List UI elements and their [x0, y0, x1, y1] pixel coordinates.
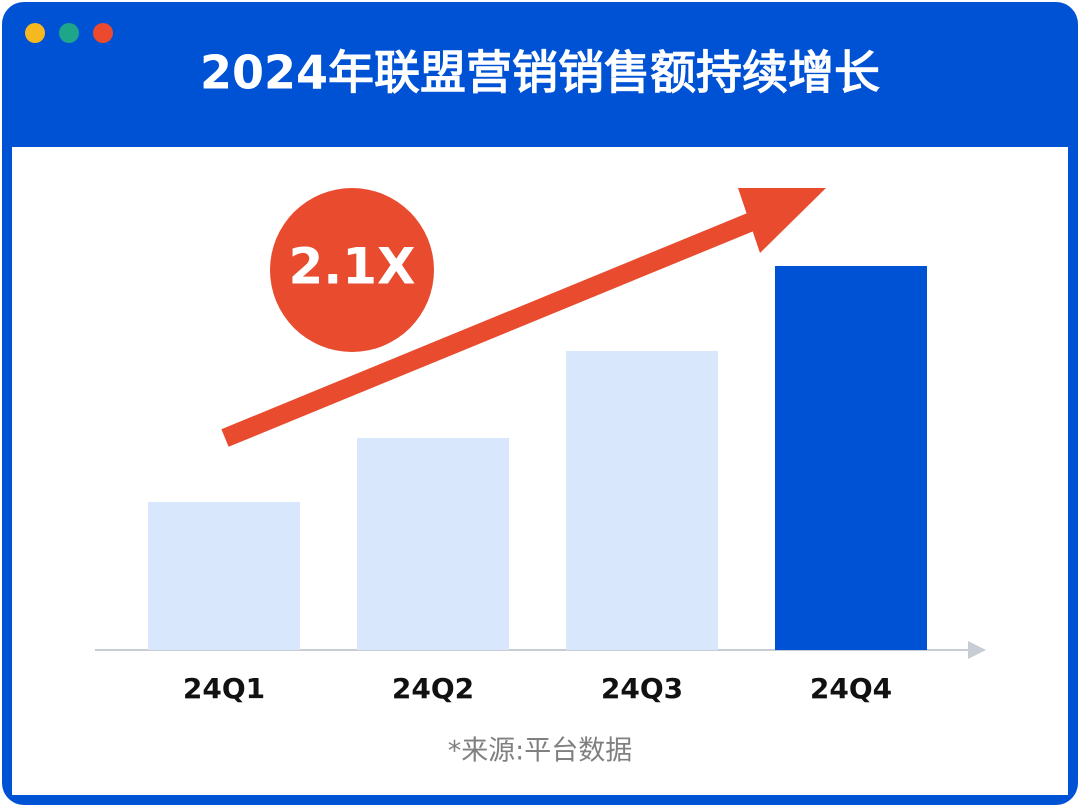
badge: [270, 188, 434, 352]
bar: [775, 266, 927, 650]
annotation: 2.1X: [288, 238, 415, 296]
x-tick-label: 24Q1: [183, 672, 265, 705]
x-tick-label: 24Q2: [392, 672, 474, 705]
dot: [25, 23, 45, 43]
bar: [148, 502, 300, 650]
bar: [566, 351, 718, 650]
dot: [93, 23, 113, 43]
chart-title: 2024年联盟营销销售额持续增长: [200, 46, 880, 100]
dot: [59, 23, 79, 43]
x-tick-label: 24Q3: [601, 672, 683, 705]
x-tick-label: 24Q4: [810, 672, 892, 705]
axis-arrow: [968, 641, 986, 659]
bar: [357, 438, 509, 650]
source-note: *来源:平台数据: [448, 736, 633, 767]
trend-arrow-head: [738, 188, 826, 253]
bars: [148, 266, 927, 650]
trend-arrow: [221, 203, 779, 447]
